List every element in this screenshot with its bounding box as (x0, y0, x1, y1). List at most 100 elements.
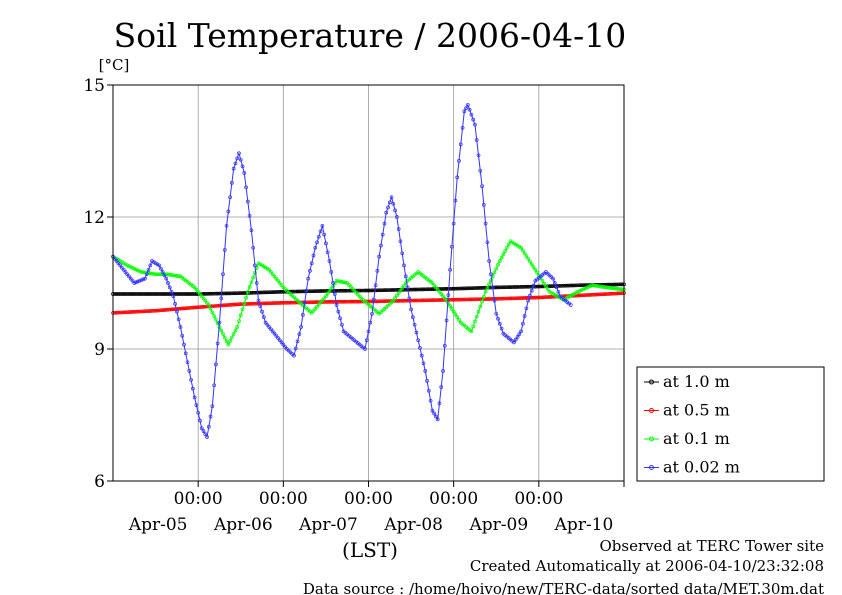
series-at-0-02-m (111, 102, 573, 439)
data-point (501, 252, 506, 257)
data-point (363, 347, 367, 351)
data-point (301, 313, 305, 317)
data-point (269, 270, 273, 274)
data-point (526, 284, 531, 289)
data-point (611, 282, 616, 287)
data-point (597, 292, 602, 297)
data-point (552, 281, 557, 285)
data-point (265, 301, 270, 306)
data-point (469, 297, 474, 302)
data-point (331, 281, 335, 285)
data-point (529, 262, 534, 267)
data-point (116, 261, 121, 266)
data-point (611, 291, 616, 296)
data-point (315, 289, 319, 293)
data-point (591, 292, 596, 297)
data-point (377, 299, 381, 304)
data-point (164, 276, 169, 281)
data-point (512, 340, 516, 345)
data-point (192, 292, 197, 296)
data-point (231, 166, 236, 171)
data-point (297, 332, 302, 336)
data-point (123, 310, 128, 315)
legend-label: at 0.1 m (663, 429, 730, 448)
data-point (137, 269, 142, 274)
data-point (483, 297, 488, 301)
data-point (169, 273, 174, 277)
data-point (130, 292, 135, 296)
data-point (201, 292, 206, 296)
data-point (246, 302, 250, 306)
data-point (435, 287, 440, 292)
data-point (510, 296, 515, 301)
data-point (130, 310, 135, 314)
data-point (535, 295, 539, 300)
data-point (214, 304, 218, 308)
data-point (579, 288, 584, 292)
data-point (116, 292, 121, 296)
data-point (231, 332, 236, 336)
data-point (391, 288, 396, 292)
data-point (332, 292, 337, 296)
data-point (120, 310, 124, 315)
data-point (512, 296, 516, 301)
data-point (531, 295, 536, 300)
data-point (162, 292, 167, 296)
data-point (185, 306, 190, 310)
data-point (256, 298, 261, 303)
data-point (299, 325, 303, 329)
data-point (345, 299, 350, 304)
data-point (359, 288, 364, 293)
data-point (322, 232, 326, 237)
data-point (162, 308, 167, 312)
data-point (178, 325, 183, 329)
data-point (450, 307, 454, 311)
data-point (132, 266, 137, 271)
data-point (595, 284, 600, 288)
data-point (128, 276, 133, 281)
data-point (334, 278, 339, 283)
data-point (230, 181, 234, 185)
data-point (391, 201, 396, 206)
data-point (222, 335, 227, 340)
data-point (121, 267, 126, 272)
data-point (157, 272, 161, 277)
data-point (238, 291, 243, 295)
data-point (338, 316, 342, 321)
data-point (540, 284, 545, 289)
series-layer (111, 102, 626, 439)
data-point (233, 291, 238, 296)
data-point (261, 301, 266, 306)
data-point (616, 287, 621, 291)
data-point (176, 292, 181, 296)
data-point (590, 292, 594, 297)
data-point (474, 286, 479, 290)
data-point (277, 290, 282, 294)
data-point (513, 296, 518, 301)
data-point (428, 398, 433, 403)
data-point (549, 284, 554, 288)
data-point (558, 284, 562, 288)
data-point (517, 285, 522, 289)
data-point (240, 307, 245, 312)
data-point (464, 106, 468, 110)
data-point (522, 284, 527, 289)
data-point (157, 263, 161, 268)
data-point (217, 291, 222, 296)
data-point (506, 285, 511, 289)
data-point (230, 302, 234, 307)
data-point (395, 293, 399, 298)
data-point (166, 307, 170, 312)
data-point (320, 298, 325, 303)
data-point (473, 319, 477, 324)
data-point (171, 307, 176, 312)
data-point (348, 299, 353, 304)
data-point (519, 329, 523, 334)
data-point (556, 294, 561, 299)
data-point (306, 300, 311, 305)
data-point (577, 283, 582, 288)
data-point (521, 296, 525, 300)
data-point (325, 300, 330, 304)
data-point (231, 302, 236, 307)
data-point (128, 310, 133, 314)
